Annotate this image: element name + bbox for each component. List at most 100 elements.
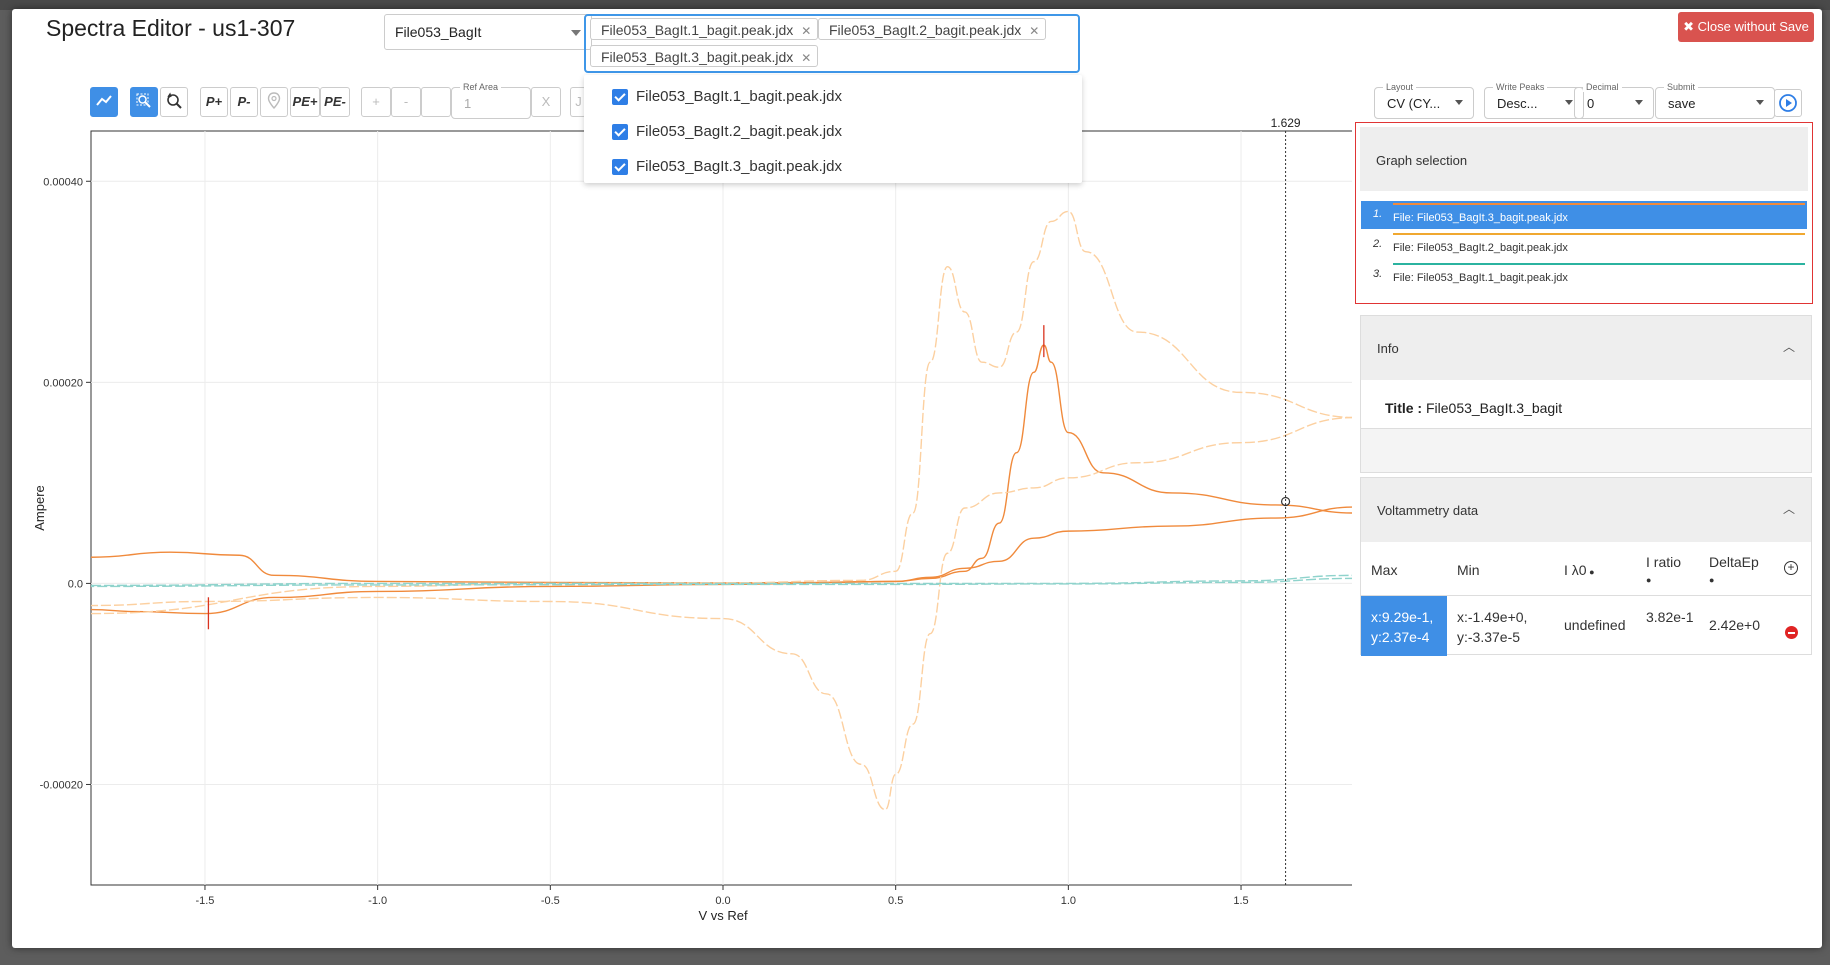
graph-selection-header[interactable]: Graph selection xyxy=(1360,127,1808,191)
x-tick-label: -1.5 xyxy=(195,895,214,907)
remove-chip-icon[interactable]: ✕ xyxy=(801,51,812,65)
series-color-line xyxy=(1393,233,1805,235)
integration-blank-button[interactable] xyxy=(421,87,451,117)
close-without-save-button[interactable]: ✖ Close without Save xyxy=(1678,12,1814,42)
decimal-value: 0 xyxy=(1587,96,1595,111)
info-title-row: Title : File053_BagIt.3_bagit xyxy=(1385,400,1562,416)
chevron-down-icon xyxy=(571,30,581,36)
cv-chart[interactable]: -1.5 -1.0 -0.5 0.0 0.5 1.0 1.5 0.00040 0.00020 0.… xyxy=(12,9,1352,948)
graph-item-3[interactable]: 3. File: File053_BagIt.1_bagit.peak.jdx xyxy=(1361,261,1807,289)
y-axis-label: Ampere xyxy=(32,485,47,531)
x-tick-label: 1.0 xyxy=(1061,895,1076,907)
col-ilambda-header: I λ0 ● xyxy=(1564,562,1595,578)
page-title: Spectra Editor - us1-307 xyxy=(46,15,296,41)
file-chip-label: File053_BagIt.1_bagit.peak.jdx xyxy=(601,22,794,38)
y-tick-label: -0.00020 xyxy=(40,779,83,791)
remove-chip-icon[interactable]: ✕ xyxy=(801,24,812,38)
x-tick-label: 0.0 xyxy=(715,895,730,907)
chevron-down-icon xyxy=(1565,100,1573,105)
y-tick-label: 0.00040 xyxy=(43,176,83,188)
checkbox-checked-icon[interactable] xyxy=(612,159,628,175)
voltammetry-header[interactable]: Voltammetry data ︿ xyxy=(1361,478,1811,542)
layout-label: Layout xyxy=(1383,82,1417,92)
multiplicity-button[interactable]: J xyxy=(570,87,586,117)
file-chip-label: File053_BagIt.2_bagit.peak.jdx xyxy=(829,22,1022,38)
anchor-button[interactable] xyxy=(260,87,288,117)
info-footer xyxy=(1361,428,1811,472)
integration-reset-button[interactable]: X xyxy=(531,87,561,117)
series-line xyxy=(91,344,1352,584)
x-tick-label: -0.5 xyxy=(541,895,560,907)
file-multiselect[interactable]: File053_BagIt.1_bagit.peak.jdx ✕ File053_… xyxy=(584,14,1080,73)
line-mode-button[interactable] xyxy=(90,87,118,117)
deltaep-value[interactable]: 2.42e+0 xyxy=(1709,617,1760,633)
series-line xyxy=(91,577,1352,588)
voltammetry-panel: Voltammetry data ︿ Max Min I λ0 ● I rati… xyxy=(1360,477,1812,656)
chevron-up-icon[interactable]: ︿ xyxy=(1782,340,1795,354)
remove-peak-button[interactable]: P- xyxy=(230,87,258,117)
remove-row-icon[interactable] xyxy=(1785,626,1798,639)
iratio-value[interactable]: 3.82e-1 xyxy=(1646,609,1694,625)
info-title-label: Title : xyxy=(1385,400,1423,416)
chevron-up-icon[interactable]: ︿ xyxy=(1782,502,1795,516)
col-ilambda-label: I λ0 xyxy=(1564,562,1587,578)
decimal-label: Decimal xyxy=(1583,82,1622,92)
graph-selection-title: Graph selection xyxy=(1376,153,1468,168)
ilambda-value[interactable]: undefined xyxy=(1564,617,1626,633)
graph-selection-panel: Graph selection 1. File: File053_BagIt.3… xyxy=(1355,122,1813,304)
remove-pecker-button[interactable]: PE- xyxy=(320,87,350,117)
max-cell[interactable]: x:9.29e-1, y:2.37e-4 xyxy=(1361,596,1447,656)
graph-item-1[interactable]: 1. File: File053_BagIt.3_bagit.peak.jdx xyxy=(1361,201,1807,229)
add-pecker-button[interactable]: PE+ xyxy=(290,87,320,117)
file-chip[interactable]: File053_BagIt.1_bagit.peak.jdx ✕ xyxy=(590,18,819,40)
dropdown-option[interactable]: File053_BagIt.2_bagit.peak.jdx xyxy=(612,121,842,143)
remove-chip-icon[interactable]: ✕ xyxy=(1029,24,1040,38)
dropdown-option[interactable]: File053_BagIt.3_bagit.peak.jdx xyxy=(612,156,842,178)
graph-item-2[interactable]: 2. File: File053_BagIt.2_bagit.peak.jdx xyxy=(1361,231,1807,259)
integration-add-button[interactable]: + xyxy=(361,87,391,117)
file-chip[interactable]: File053_BagIt.2_bagit.peak.jdx ✕ xyxy=(818,18,1047,40)
file-dropdown-menu: File053_BagIt.1_bagit.peak.jdx File053_B… xyxy=(584,75,1082,183)
x-tick-label: -1.0 xyxy=(368,895,387,907)
add-peak-button[interactable]: P+ xyxy=(200,87,228,117)
ref-area-field[interactable]: Ref Area 1 xyxy=(451,82,531,119)
info-dot-icon[interactable]: ● xyxy=(1709,575,1715,585)
spectra-editor-modal: Spectra Editor - us1-307 File053_BagIt F… xyxy=(12,9,1822,948)
checkbox-checked-icon[interactable] xyxy=(612,89,628,105)
layout-select[interactable]: Layout CV (CY... xyxy=(1374,82,1474,119)
submit-select[interactable]: Submit save xyxy=(1655,82,1775,119)
info-header[interactable]: Info ︿ xyxy=(1361,316,1811,380)
option-label: File053_BagIt.1_bagit.peak.jdx xyxy=(636,88,842,105)
info-dot-icon[interactable]: ● xyxy=(1586,567,1595,577)
file-chip[interactable]: File053_BagIt.3_bagit.peak.jdx ✕ xyxy=(590,45,819,67)
play-circle-icon xyxy=(1779,94,1797,112)
graph-item-number: 2. xyxy=(1373,238,1383,250)
write-peaks-value: Desc... xyxy=(1497,96,1538,111)
series-line xyxy=(91,506,1352,615)
series-line xyxy=(91,416,1352,811)
voltammetry-title: Voltammetry data xyxy=(1377,503,1479,518)
submit-button[interactable] xyxy=(1774,89,1802,117)
reset-zoom-button[interactable] xyxy=(160,87,188,117)
add-row-icon[interactable]: + xyxy=(1784,561,1798,575)
graph-item-label: File: File053_BagIt.2_bagit.peak.jdx xyxy=(1393,242,1568,254)
write-peaks-select[interactable]: Write Peaks Desc... xyxy=(1484,82,1584,119)
plot-frame xyxy=(90,130,1352,886)
ref-area-label: Ref Area xyxy=(460,82,502,92)
decimal-select[interactable]: Decimal 0 xyxy=(1574,82,1654,119)
info-title-value: File053_BagIt.3_bagit xyxy=(1425,400,1563,416)
graph-item-label: File: File053_BagIt.3_bagit.peak.jdx xyxy=(1393,212,1568,224)
x-axis-label: V vs Ref xyxy=(698,908,748,923)
min-value[interactable]: x:-1.49e+0, y:-3.37e-5 xyxy=(1457,609,1528,645)
ref-area-value: 1 xyxy=(464,96,472,111)
info-dot-icon[interactable]: ● xyxy=(1646,575,1652,585)
zoom-button[interactable] xyxy=(130,87,158,117)
col-min-header: Min xyxy=(1457,562,1480,578)
info-title: Info xyxy=(1377,341,1399,356)
dropdown-option[interactable]: File053_BagIt.1_bagit.peak.jdx xyxy=(612,86,842,108)
file-select[interactable]: File053_BagIt xyxy=(384,14,592,50)
table-divider xyxy=(1361,595,1811,596)
checkbox-checked-icon[interactable] xyxy=(612,124,628,140)
integration-remove-button[interactable]: - xyxy=(391,87,421,117)
col-iratio-label: I ratio xyxy=(1646,554,1682,570)
